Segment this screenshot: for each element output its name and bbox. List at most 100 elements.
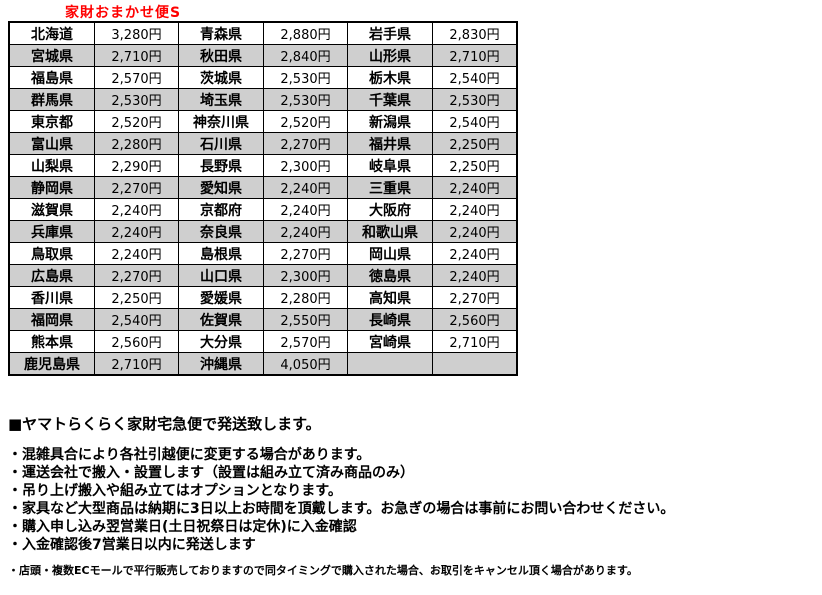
price-cell: 2,290円 [94, 154, 179, 177]
price-cell: 3,280円 [94, 21, 179, 45]
note-bullet: ・購入申し込み翌営業日(土日祝祭日は定休)に入金確認 [8, 519, 357, 535]
prefecture-cell: 和歌山県 [347, 220, 433, 243]
price-cell: 2,550円 [263, 308, 348, 331]
prefecture-cell: 千葉県 [347, 88, 433, 111]
price-cell: 2,570円 [263, 330, 348, 353]
notes-bullet-list: ・混雑具合により各社引越便に変更する場合があります。 ・運送会社で搬入・設置します… [8, 446, 818, 554]
table-row: 兵庫県 2,240円 奈良県 2,240円 和歌山県 2,240円 [8, 220, 518, 243]
prefecture-cell: 岡山県 [347, 242, 433, 265]
prefecture-cell: 兵庫県 [8, 220, 95, 243]
price-cell: 2,520円 [263, 110, 348, 133]
prefecture-cell: 熊本県 [8, 330, 95, 353]
price-cell: 2,240円 [263, 220, 348, 243]
prefecture-cell: 神奈川県 [178, 110, 264, 133]
prefecture-cell: 新潟県 [347, 110, 433, 133]
page-title: 家財おまかせ便S [65, 5, 182, 21]
price-cell: 2,540円 [432, 110, 518, 133]
notes-section: ■ヤマトらくらく家財宅急便で発送致します。 ・混雑具合により各社引越便に変更する… [8, 413, 818, 578]
price-cell: 2,240円 [432, 242, 518, 265]
prefecture-cell: 茨城県 [178, 66, 264, 89]
prefecture-cell: 愛媛県 [178, 286, 264, 309]
price-cell: 2,300円 [263, 154, 348, 177]
table-row: 東京都 2,520円 神奈川県 2,520円 新潟県 2,540円 [8, 110, 518, 133]
prefecture-cell: 長野県 [178, 154, 264, 177]
note-bullet: ・運送会社で搬入・設置します（設置は組み立て済み商品のみ） [8, 465, 414, 481]
price-cell: 2,280円 [263, 286, 348, 309]
shipping-table-body: 北海道 3,280円 青森県 2,880円 岩手県 2,830円 宮城県 2,710円 秋田県 2… [8, 21, 518, 376]
prefecture-cell: 宮城県 [8, 44, 95, 67]
prefecture-cell: 静岡県 [8, 176, 95, 199]
price-cell: 2,240円 [263, 198, 348, 221]
price-cell: 2,530円 [94, 88, 179, 111]
prefecture-cell: 岐阜県 [347, 154, 433, 177]
note-bullet: ・家具など大型商品は納期に3日以上お時間を頂戴します。お急ぎの場合は事前にお問い… [8, 501, 675, 517]
table-row: 福岡県 2,540円 佐賀県 2,550円 長崎県 2,560円 [8, 308, 518, 331]
table-row: 鹿児島県 2,710円 沖縄県 4,050円 [8, 352, 518, 376]
price-cell: 2,300円 [263, 264, 348, 287]
price-cell: 2,240円 [432, 264, 518, 287]
prefecture-cell: 山口県 [178, 264, 264, 287]
price-cell: 2,280円 [94, 132, 179, 155]
table-row: 富山県 2,280円 石川県 2,270円 福井県 2,250円 [8, 132, 518, 155]
price-cell: 2,560円 [432, 308, 518, 331]
prefecture-cell: 奈良県 [178, 220, 264, 243]
notes-heading: ■ヤマトらくらく家財宅急便で発送致します。 [8, 415, 321, 433]
prefecture-cell: 福井県 [347, 132, 433, 155]
price-cell: 2,560円 [94, 330, 179, 353]
prefecture-cell: 沖縄県 [178, 352, 264, 376]
price-cell: 2,270円 [94, 264, 179, 287]
price-cell: 2,880円 [263, 21, 348, 45]
prefecture-cell: 宮崎県 [347, 330, 433, 353]
prefecture-cell: 京都府 [178, 198, 264, 221]
price-cell: 2,520円 [94, 110, 179, 133]
prefecture-cell: 北海道 [8, 21, 95, 45]
shipping-price-table: 北海道 3,280円 青森県 2,880円 岩手県 2,830円 宮城県 2,710円 秋田県 2… [8, 21, 518, 376]
note-bullet: ・入金確認後7営業日以内に発送します [8, 537, 256, 553]
price-cell: 2,240円 [94, 220, 179, 243]
prefecture-cell: 岩手県 [347, 21, 433, 45]
price-cell: 2,240円 [94, 242, 179, 265]
prefecture-cell: 栃木県 [347, 66, 433, 89]
prefecture-cell: 石川県 [178, 132, 264, 155]
price-cell: 2,240円 [432, 220, 518, 243]
table-row: 熊本県 2,560円 大分県 2,570円 宮崎県 2,710円 [8, 330, 518, 353]
price-cell: 2,240円 [263, 176, 348, 199]
prefecture-cell [347, 352, 433, 376]
price-cell: 2,250円 [432, 132, 518, 155]
price-cell: 2,270円 [263, 242, 348, 265]
prefecture-cell: 群馬県 [8, 88, 95, 111]
price-cell: 2,530円 [432, 88, 518, 111]
price-cell: 2,710円 [94, 352, 179, 376]
price-cell: 4,050円 [263, 352, 348, 376]
prefecture-cell: 福岡県 [8, 308, 95, 331]
price-cell: 2,530円 [263, 66, 348, 89]
prefecture-cell: 鳥取県 [8, 242, 95, 265]
table-row: 山梨県 2,290円 長野県 2,300円 岐阜県 2,250円 [8, 154, 518, 177]
prefecture-cell: 大阪府 [347, 198, 433, 221]
prefecture-cell: 大分県 [178, 330, 264, 353]
price-cell: 2,710円 [432, 330, 518, 353]
price-cell: 2,270円 [432, 286, 518, 309]
price-cell: 2,840円 [263, 44, 348, 67]
prefecture-cell: 島根県 [178, 242, 264, 265]
prefecture-cell: 山梨県 [8, 154, 95, 177]
price-cell: 2,570円 [94, 66, 179, 89]
price-cell: 2,540円 [432, 66, 518, 89]
prefecture-cell: 秋田県 [178, 44, 264, 67]
prefecture-cell: 埼玉県 [178, 88, 264, 111]
table-row: 群馬県 2,530円 埼玉県 2,530円 千葉県 2,530円 [8, 88, 518, 111]
prefecture-cell: 三重県 [347, 176, 433, 199]
price-cell: 2,270円 [263, 132, 348, 155]
prefecture-cell: 愛知県 [178, 176, 264, 199]
price-cell: 2,240円 [432, 198, 518, 221]
price-cell: 2,830円 [432, 21, 518, 45]
prefecture-cell: 広島県 [8, 264, 95, 287]
price-cell: 2,250円 [432, 154, 518, 177]
prefecture-cell: 福島県 [8, 66, 95, 89]
prefecture-cell: 香川県 [8, 286, 95, 309]
table-row: 香川県 2,250円 愛媛県 2,280円 高知県 2,270円 [8, 286, 518, 309]
prefecture-cell: 東京都 [8, 110, 95, 133]
prefecture-cell: 滋賀県 [8, 198, 95, 221]
prefecture-cell: 山形県 [347, 44, 433, 67]
price-cell [432, 352, 518, 376]
